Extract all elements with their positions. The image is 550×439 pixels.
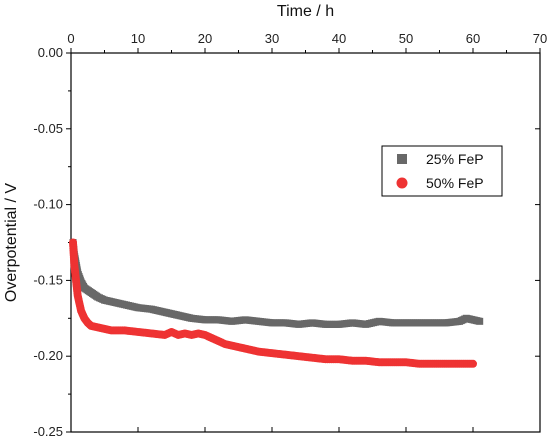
legend-label: 25% FeP	[426, 151, 484, 167]
x-tick-label: 60	[466, 31, 480, 46]
y-tick-label: -0.20	[33, 348, 63, 363]
y-tick-label: -0.10	[33, 197, 63, 212]
series-50-fep	[69, 238, 477, 368]
x-tick-label: 40	[332, 31, 346, 46]
axes: 0 10 20 30 40 50 60 70 0.00 -0.05 -0.10 -0.15 -0.20 -…	[3, 3, 547, 439]
plot-series	[69, 238, 484, 368]
x-tick-label: 50	[399, 31, 413, 46]
x-tick-label: 10	[131, 31, 145, 46]
data-point	[476, 317, 484, 325]
legend: 25% FeP 50% FeP	[381, 145, 503, 197]
data-point	[469, 359, 477, 368]
x-tick-label: 30	[265, 31, 279, 46]
y-axis-title: Overpotential / V	[3, 183, 20, 303]
y-tick-label: -0.05	[33, 121, 63, 136]
series-25-fep	[69, 239, 484, 328]
legend-marker-square	[397, 154, 407, 164]
x-tick-label: 70	[533, 31, 547, 46]
x-axis-title: Time / h	[277, 3, 334, 20]
y-tick-label: 0.00	[38, 45, 63, 60]
x-tick-label: 0	[67, 31, 74, 46]
y-tick-label: -0.15	[33, 272, 63, 287]
plot-frame	[70, 52, 541, 433]
x-tick-label: 20	[198, 31, 212, 46]
y-tick-label: -0.25	[33, 424, 63, 439]
legend-label: 50% FeP	[426, 175, 484, 191]
legend-marker-circle	[396, 177, 408, 189]
